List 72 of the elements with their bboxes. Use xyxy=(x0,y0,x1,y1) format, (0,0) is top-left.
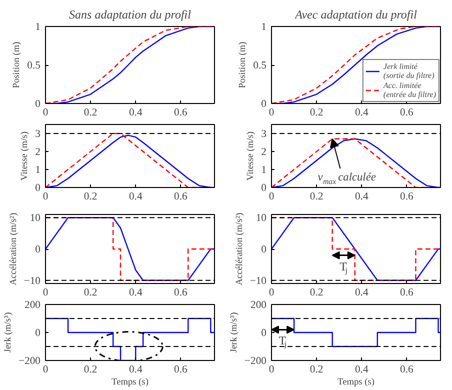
y-tick-label: 0 xyxy=(35,244,40,256)
x-axis-title: Temps (s) xyxy=(338,378,374,388)
y-tick-label: −200 xyxy=(244,356,267,367)
y-tick-label: 0 xyxy=(35,183,40,194)
y-tick-label: 2 xyxy=(261,147,266,158)
y-tick-label: 10 xyxy=(30,213,40,224)
x-tick-label: 0.4 xyxy=(354,108,369,118)
x-tick-label: 0 xyxy=(42,192,48,202)
y-tick-label: 1 xyxy=(35,165,40,176)
y-tick-label: −200 xyxy=(18,356,41,367)
y-tick-label: 0 xyxy=(35,99,40,110)
y-axis-title: Jerk (m/s³) xyxy=(230,312,240,353)
x-tick-label: 0.2 xyxy=(84,192,98,202)
y-tick-label: 0 xyxy=(261,99,266,110)
x-tick-label: 0 xyxy=(42,364,48,376)
x-tick-label: 0.2 xyxy=(310,108,324,118)
x-tick-label: 0.2 xyxy=(310,364,324,376)
x-tick-label: 0.6 xyxy=(174,288,188,298)
y-tick-label: 200 xyxy=(24,300,40,311)
x-tick-label: 0.2 xyxy=(84,108,98,118)
y-axis-title: Position (m) xyxy=(238,42,248,88)
y-axis-title: Accélération (m/s²) xyxy=(8,212,19,286)
y-tick-label: 3 xyxy=(35,129,40,140)
x-tick-label: 0 xyxy=(42,108,48,118)
x-tick-label: 0.4 xyxy=(128,108,143,118)
y-tick-label: 1 xyxy=(261,22,266,33)
y-tick-label: 200 xyxy=(250,300,266,311)
x-tick-label: 0.4 xyxy=(354,364,369,376)
x-tick-label: 0.6 xyxy=(174,364,188,376)
chart-title: Avec adaptation du profil xyxy=(294,8,418,22)
x-tick-label: 0.2 xyxy=(310,288,324,298)
y-tick-label: 0.5 xyxy=(27,60,41,72)
x-tick-label: 0 xyxy=(42,288,48,298)
y-tick-label: 0.5 xyxy=(253,60,267,72)
y-axis-title: Vitesse (m/s) xyxy=(20,132,30,180)
x-tick-label: 0.6 xyxy=(400,288,414,298)
x-tick-label: 0.6 xyxy=(174,108,188,118)
x-tick-label: 0.4 xyxy=(354,192,369,202)
x-tick-label: 0.6 xyxy=(400,108,414,118)
y-tick-label: 1 xyxy=(261,165,266,176)
x-tick-label: 0.6 xyxy=(174,192,188,202)
y-tick-label: 10 xyxy=(256,213,266,224)
x-tick-label: 0.2 xyxy=(84,288,98,298)
x-tick-label: 0.4 xyxy=(128,288,143,298)
legend-label: Acc. limitée (entrée du filtre) xyxy=(383,81,436,99)
y-tick-label: 3 xyxy=(261,129,266,140)
x-tick-label: 0.2 xyxy=(84,364,98,376)
x-tick-label: 0.4 xyxy=(354,288,369,298)
y-axis-title: Vitesse (m/s) xyxy=(246,132,256,180)
y-axis-title: Accélération (m/s²) xyxy=(234,212,245,286)
x-axis-title: Temps (s) xyxy=(112,378,148,388)
x-tick-label: 0.6 xyxy=(400,192,414,202)
x-tick-label: 0.6 xyxy=(400,364,414,376)
y-tick-label: 0 xyxy=(261,244,266,256)
x-tick-label: 0.4 xyxy=(128,364,143,376)
y-tick-label: 0 xyxy=(261,328,266,339)
x-tick-label: 0 xyxy=(268,108,274,118)
y-tick-label: −10 xyxy=(250,276,267,287)
y-axis-title: Position (m) xyxy=(12,42,22,88)
chart-title: Sans adaptation du profil xyxy=(69,8,192,22)
y-tick-label: 0 xyxy=(35,328,40,339)
x-tick-label: 0 xyxy=(268,192,274,202)
y-axis-title: Jerk (m/s³) xyxy=(4,312,14,353)
y-tick-label: 2 xyxy=(35,147,40,158)
y-tick-label: 0 xyxy=(261,183,266,194)
legend-label: Jerk limité (sortie du filtre) xyxy=(383,62,434,80)
x-tick-label: 0.2 xyxy=(310,192,324,202)
y-tick-label: 1 xyxy=(35,22,40,33)
y-tick-label: −10 xyxy=(24,276,41,287)
x-tick-label: 0 xyxy=(268,364,274,376)
x-tick-label: 0.4 xyxy=(128,192,143,202)
x-tick-label: 0 xyxy=(268,288,274,298)
